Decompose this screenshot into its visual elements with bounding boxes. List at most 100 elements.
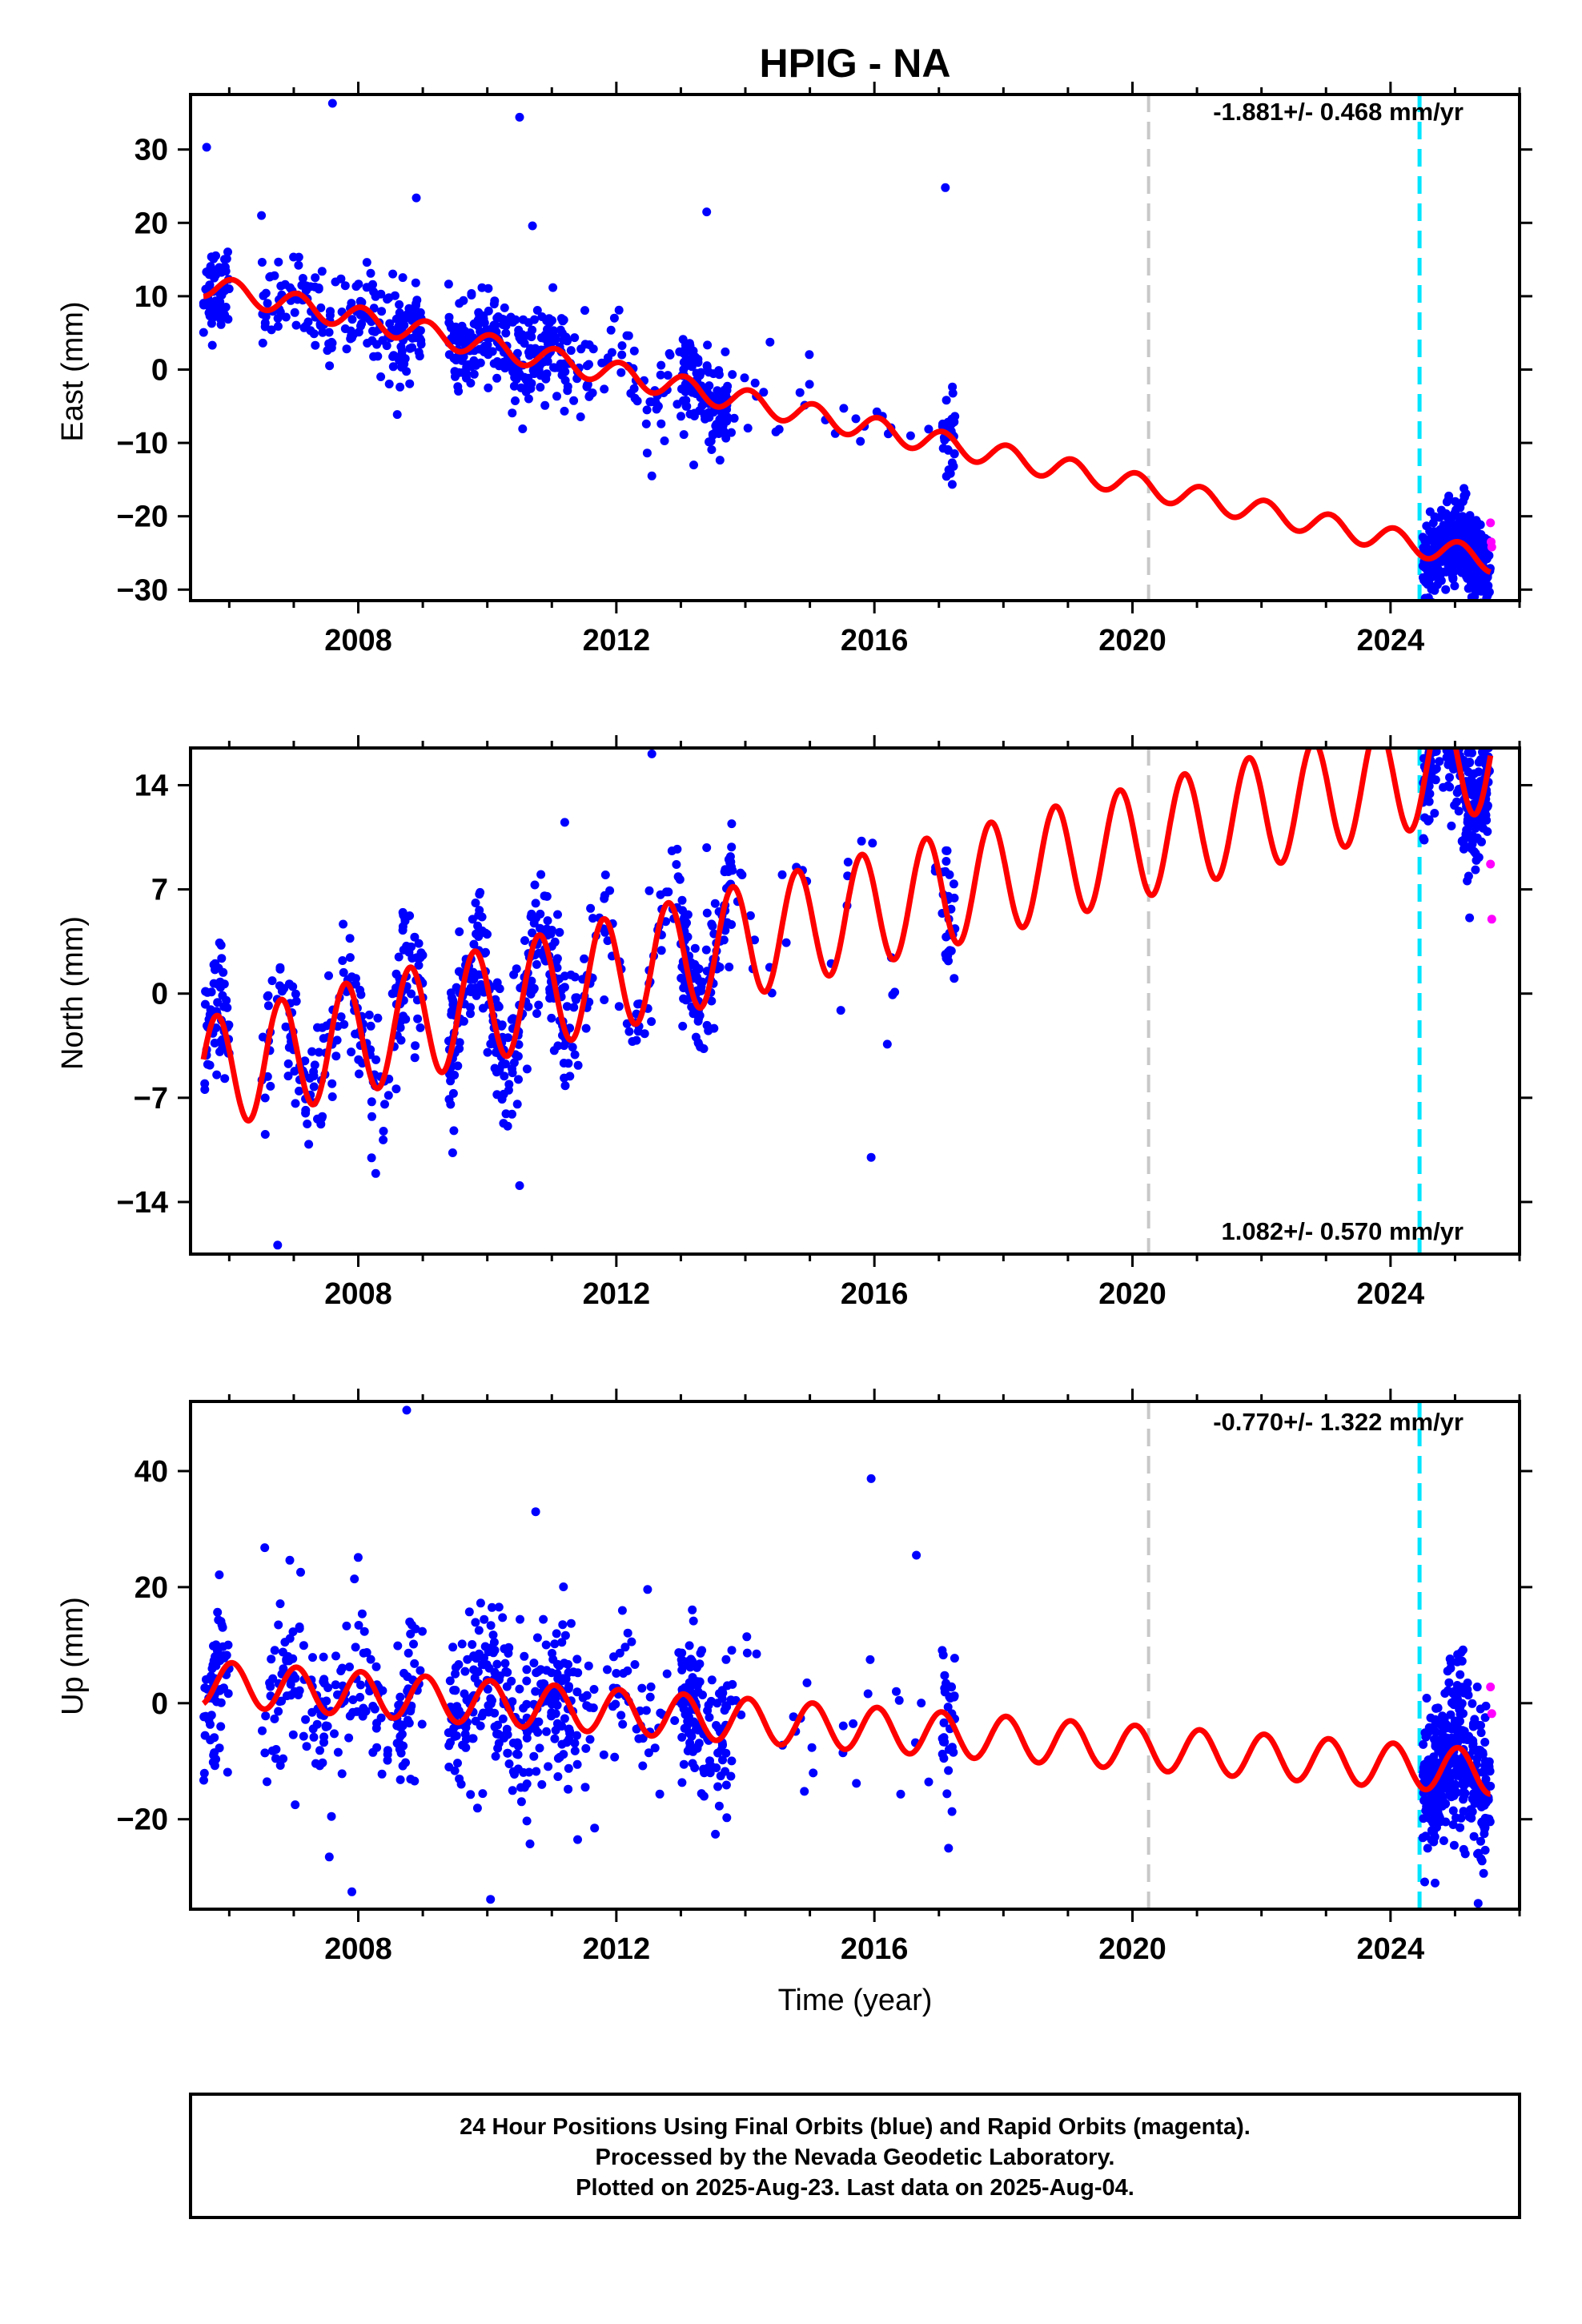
up-final-orbit-point: [347, 1887, 356, 1896]
up-final-orbit-point: [1468, 1699, 1477, 1708]
up-final-orbit-point: [539, 1614, 548, 1624]
up-final-orbit-point: [1423, 1795, 1433, 1804]
east-final-orbit-point: [346, 326, 355, 336]
up-final-orbit-point: [677, 1665, 687, 1675]
up-final-orbit-point: [468, 1734, 478, 1743]
north-final-orbit-point: [455, 927, 464, 936]
north-final-orbit-point: [1435, 704, 1444, 713]
east-final-orbit-point: [1448, 573, 1458, 583]
up-final-orbit-point: [263, 1777, 271, 1787]
east-final-orbit-point: [1450, 557, 1460, 567]
north-final-orbit-point: [367, 1153, 376, 1163]
north-final-orbit-point: [570, 972, 580, 982]
north-final-orbit-point: [391, 1084, 401, 1094]
north-final-orbit-point: [418, 951, 428, 960]
north-final-orbit-point: [1436, 734, 1445, 742]
east-final-orbit-point: [950, 412, 960, 421]
north-final-orbit-point: [1450, 801, 1460, 810]
north-final-orbit-point: [1465, 913, 1475, 923]
north-final-orbit-point: [941, 866, 950, 876]
up-final-orbit-point: [522, 1676, 532, 1686]
east-final-orbit-point: [490, 296, 500, 306]
north-final-orbit-point: [520, 936, 529, 945]
up-final-orbit-point: [553, 1772, 563, 1781]
east-x-tick-label: 2016: [841, 624, 909, 657]
north-final-orbit-point: [1434, 699, 1443, 708]
north-final-orbit-point: [1432, 735, 1441, 744]
east-final-orbit-point: [416, 340, 426, 349]
east-final-orbit-point: [1425, 536, 1435, 545]
north-final-orbit-point: [600, 894, 609, 903]
north-panel: 2008 2012 2016 2020 2024 −14 −7 0 7 14 North (mm)…: [56, 649, 1532, 1311]
north-final-orbit-point: [339, 919, 348, 929]
north-final-orbit-point: [1429, 732, 1438, 741]
up-final-orbit-point: [1460, 1849, 1470, 1859]
north-final-orbit-point: [371, 1055, 381, 1064]
up-final-orbit-point: [285, 1634, 295, 1643]
up-final-orbit-point: [417, 1719, 427, 1729]
north-final-orbit-point: [405, 911, 415, 920]
north-final-orbit-point: [396, 1035, 406, 1045]
north-final-orbit-point: [644, 886, 654, 895]
east-final-orbit-point: [856, 436, 865, 446]
north-final-orbit-point: [450, 1071, 460, 1080]
north-final-orbit-point: [1441, 702, 1450, 711]
up-final-orbit-point: [404, 1648, 413, 1658]
north-final-orbit-point: [1443, 661, 1452, 669]
east-final-orbit-point: [941, 183, 950, 192]
north-final-orbit-point: [1447, 665, 1456, 673]
up-final-orbit-point: [917, 1699, 926, 1708]
east-final-orbit-point: [276, 281, 286, 291]
north-final-orbit-point: [526, 983, 536, 992]
north-final-orbit-point: [633, 1027, 643, 1036]
up-final-orbit-point: [472, 1803, 482, 1813]
north-final-orbit-point: [1429, 711, 1438, 720]
up-final-orbit-point: [1431, 1878, 1439, 1888]
up-final-orbit-point: [1447, 1722, 1457, 1731]
up-final-orbit-point: [484, 1701, 493, 1711]
north-final-orbit-point: [1431, 649, 1440, 657]
north-final-orbit-point: [1423, 738, 1431, 746]
north-final-orbit-point: [215, 938, 224, 947]
north-final-orbit-point: [508, 1064, 516, 1073]
east-final-orbit-point: [570, 333, 580, 343]
north-final-orbit-point: [1481, 698, 1490, 706]
north-final-orbit-point: [327, 1079, 337, 1088]
up-final-orbit-point: [395, 1744, 404, 1754]
north-final-orbit-point: [1459, 844, 1468, 854]
north-final-orbit-point: [724, 867, 733, 876]
east-final-orbit-point: [1438, 554, 1447, 564]
north-final-orbit-point: [1461, 736, 1470, 745]
north-final-orbit-point: [524, 1002, 533, 1011]
east-final-orbit-point: [942, 396, 951, 405]
north-final-orbit-point: [1431, 764, 1441, 774]
north-final-orbit-point: [526, 912, 536, 922]
east-final-orbit-point: [489, 320, 499, 330]
up-final-orbit-point: [688, 1605, 697, 1614]
up-final-orbit-point: [896, 1789, 905, 1799]
north-final-orbit-point: [1435, 649, 1444, 658]
up-final-orbit-point: [486, 1621, 496, 1630]
up-final-orbit-point: [418, 1626, 427, 1636]
east-final-orbit-point: [260, 318, 270, 328]
north-x-tick-label: 2016: [841, 1277, 909, 1311]
north-final-orbit-point: [1431, 714, 1439, 723]
east-final-orbit-point: [550, 363, 560, 372]
north-final-orbit-point: [727, 920, 737, 929]
up-x-tick-label: 2008: [324, 1932, 392, 1966]
east-final-orbit-point: [451, 322, 460, 332]
up-final-orbit-point: [559, 1750, 568, 1759]
north-final-orbit-point: [690, 943, 700, 953]
up-final-orbit-point: [552, 1669, 562, 1679]
north-final-orbit-point: [515, 1181, 524, 1190]
north-final-orbit-point: [1435, 734, 1444, 743]
north-final-orbit-point: [1441, 690, 1450, 699]
east-model-curve: [201, 276, 1493, 575]
north-final-orbit-point: [200, 999, 210, 1009]
north-final-orbit-point: [1450, 702, 1459, 710]
east-final-orbit-point: [412, 193, 421, 203]
up-rapid-orbit-point: [1487, 1709, 1496, 1719]
up-final-orbit-point: [490, 1722, 500, 1731]
east-final-orbit-point: [454, 387, 464, 396]
east-final-orbit-point: [398, 352, 408, 361]
